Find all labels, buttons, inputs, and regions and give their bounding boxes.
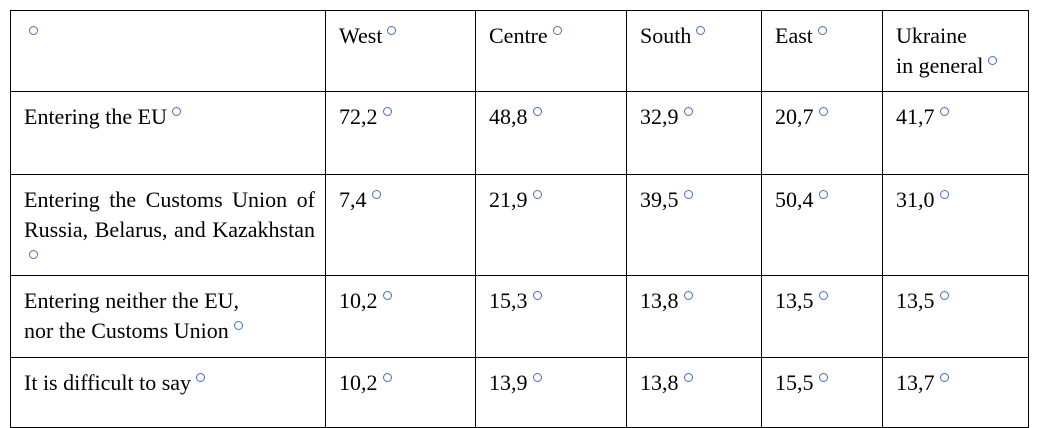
cell-mark (233, 321, 243, 330)
cell-value: 13,9 (489, 370, 528, 395)
cell-mark (818, 291, 828, 300)
cell-value: 13,8 (640, 370, 679, 395)
table-row: Entering neither the EU, nor the Customs… (10, 275, 1029, 358)
cell-mark (387, 26, 397, 35)
cell-mark (532, 190, 542, 199)
table-cell: West (325, 10, 476, 92)
cell-mark (196, 373, 206, 382)
cell-mark (532, 291, 542, 300)
column-header: West (339, 23, 383, 48)
cell-mark (171, 107, 181, 116)
table-cell: 13,8 (626, 357, 762, 428)
cell-value: 72,2 (339, 104, 378, 129)
cell-value: 13,5 (775, 288, 814, 313)
cell-mark (683, 190, 693, 199)
cell-value: 15,5 (775, 370, 814, 395)
table-cell: 15,3 (475, 275, 627, 358)
cell-value: 13,8 (640, 288, 679, 313)
table-cell: 32,9 (626, 91, 762, 175)
cell-mark (818, 190, 828, 199)
row-label: It is difficult to say (24, 370, 192, 395)
table-cell: 13,9 (475, 357, 627, 428)
header-row: West Centre South East Ukraine in general (10, 10, 1029, 92)
table-cell: 10,2 (325, 275, 476, 358)
table-cell: 10,2 (325, 357, 476, 428)
cell-mark (683, 107, 693, 116)
table-cell: 13,8 (626, 275, 762, 358)
cell-mark (683, 291, 693, 300)
column-header: Ukraine in general (896, 23, 984, 78)
table-cell: 15,5 (761, 357, 883, 428)
cell-value: 10,2 (339, 370, 378, 395)
table-row: It is difficult to say 10,2 13,9 13,8 15,5 13… (10, 357, 1029, 428)
table-cell: East (761, 10, 883, 92)
table-cell: 50,4 (761, 174, 883, 276)
cell-mark (939, 190, 949, 199)
table-cell: South (626, 10, 762, 92)
column-header: East (775, 23, 813, 48)
table-cell: It is difficult to say (10, 357, 326, 428)
cell-value: 10,2 (339, 288, 378, 313)
cell-value: 13,7 (896, 370, 935, 395)
table-row: Entering the Customs Union of Russia, Be… (10, 174, 1029, 276)
table-cell: 39,5 (626, 174, 762, 276)
cell-value: 32,9 (640, 104, 679, 129)
cell-mark (371, 190, 381, 199)
table-cell: Entering the EU (10, 91, 326, 175)
table-cell: 7,4 (325, 174, 476, 276)
cell-mark (382, 291, 392, 300)
cell-mark (818, 107, 828, 116)
table-cell (10, 10, 326, 92)
cell-mark (939, 373, 949, 382)
table-cell: 20,7 (761, 91, 883, 175)
row-label: Entering the Customs Union of Russia, Be… (24, 187, 315, 242)
cell-mark (532, 107, 542, 116)
cell-value: 39,5 (640, 187, 679, 212)
table-cell: 31,0 (882, 174, 1029, 276)
cell-value: 50,4 (775, 187, 814, 212)
cell-value: 31,0 (896, 187, 935, 212)
cell-mark (696, 26, 706, 35)
row-label: Entering neither the EU, nor the Customs… (24, 288, 240, 343)
cell-mark (939, 291, 949, 300)
table-cell: 21,9 (475, 174, 627, 276)
cell-value: 13,5 (896, 288, 935, 313)
cell-value: 48,8 (489, 104, 528, 129)
table-cell: Ukraine in general (882, 10, 1029, 92)
cell-value: 41,7 (896, 104, 935, 129)
table-cell: Entering the Customs Union of Russia, Be… (10, 174, 326, 276)
data-table: West Centre South East Ukraine in general Ent… (10, 10, 1029, 428)
table-row: Entering the EU 72,2 48,8 32,9 20,7 41,7 (10, 91, 1029, 175)
cell-value: 21,9 (489, 187, 528, 212)
table-cell: 13,5 (882, 275, 1029, 358)
cell-mark (552, 26, 562, 35)
cell-mark (818, 373, 828, 382)
cell-value: 20,7 (775, 104, 814, 129)
cell-mark (29, 250, 38, 259)
table-cell: 13,5 (761, 275, 883, 358)
table-cell: 48,8 (475, 91, 627, 175)
table-cell: 72,2 (325, 91, 476, 175)
table-cell: 41,7 (882, 91, 1029, 175)
table-cell: Centre (475, 10, 627, 92)
table-cell: 13,7 (882, 357, 1029, 428)
cell-value: 15,3 (489, 288, 528, 313)
cell-mark (29, 26, 38, 35)
cell-mark (988, 56, 998, 65)
column-header: Centre (489, 23, 548, 48)
cell-mark (382, 107, 392, 116)
column-header: South (640, 23, 692, 48)
cell-mark (939, 107, 949, 116)
cell-value: 7,4 (339, 187, 367, 212)
cell-mark (532, 373, 542, 382)
table-cell: Entering neither the EU, nor the Customs… (10, 275, 326, 358)
cell-mark (382, 373, 392, 382)
cell-mark (683, 373, 693, 382)
row-label: Entering the EU (24, 104, 167, 129)
cell-mark (817, 26, 827, 35)
